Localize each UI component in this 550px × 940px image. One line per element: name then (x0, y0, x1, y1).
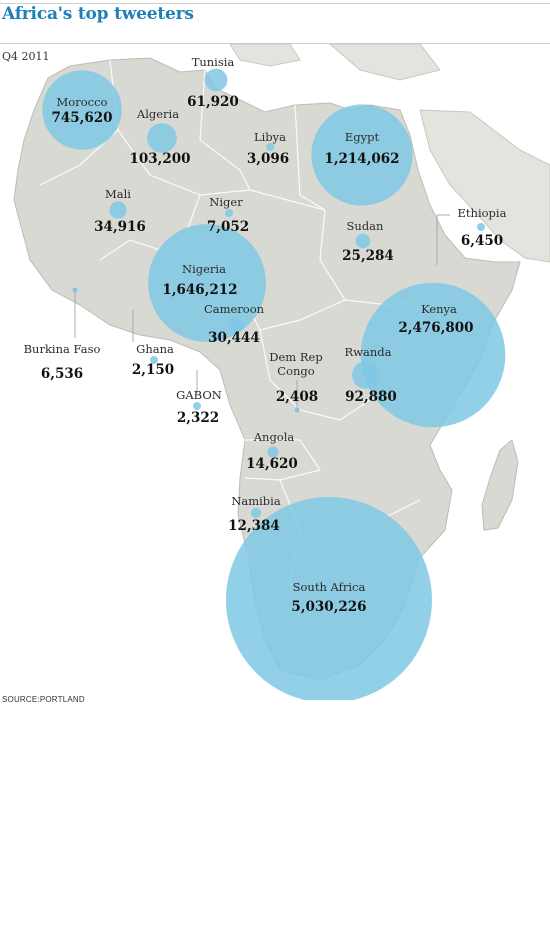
country-name-ghana: Ghana (136, 342, 174, 356)
bubble-ethiopia (477, 223, 485, 231)
bubble-cameroon (228, 317, 244, 333)
country-value-algeria: 103,200 (129, 151, 190, 167)
country-value-burkina-faso: 6,536 (41, 366, 83, 382)
bubble-tunisia (204, 68, 228, 92)
bubble-nigeria (148, 224, 266, 342)
country-name-tunisia: Tunisia (192, 55, 235, 69)
bubble-kenya (360, 282, 506, 428)
europe-east-landmass (328, 43, 441, 81)
bubble-south-africa (226, 497, 432, 700)
country-value-gabon: 2,322 (177, 410, 219, 426)
country-name-dem-rep-congo: Congo (277, 364, 314, 378)
country-value-niger: 7,052 (207, 219, 249, 235)
bubble-algeria (147, 123, 177, 153)
bubble-layer (42, 68, 506, 700)
country-name-south-africa: South Africa (293, 580, 366, 594)
country-value-dem-rep-congo: 2,408 (276, 389, 318, 405)
country-name-sudan: Sudan (347, 219, 385, 233)
country-name-mali: Mali (105, 187, 131, 201)
arabia-landmass (419, 109, 550, 263)
country-name-kenya: Kenya (421, 302, 457, 316)
country-value-morocco: 745,620 (51, 110, 112, 126)
bubble-niger (225, 209, 233, 217)
country-value-libya: 3,096 (247, 151, 289, 167)
country-name-burkina-faso: Burkina Faso (24, 342, 101, 356)
country-value-namibia: 12,384 (228, 518, 280, 534)
country-value-angola: 14,620 (246, 456, 298, 472)
country-value-ghana: 2,150 (132, 362, 174, 378)
country-value-rwanda: 92,880 (345, 389, 397, 405)
bubble-ghana (150, 356, 158, 364)
bubble-sudan (355, 233, 371, 249)
country-name-dem-rep-congo: Dem Rep (269, 350, 322, 364)
country-name-rwanda: Rwanda (345, 345, 392, 359)
country-name-libya: Libya (254, 130, 286, 144)
country-name-niger: Niger (209, 195, 243, 209)
country-name-nigeria: Nigeria (182, 262, 226, 276)
bubble-angola (267, 446, 279, 458)
country-name-cameroon: Cameroon (204, 302, 265, 316)
bubble-morocco (42, 70, 122, 150)
chart-subtitle: Q4 2011 (2, 50, 50, 63)
leader-lines (74, 214, 450, 410)
country-value-nigeria: 1,646,212 (162, 282, 237, 298)
country-name-ethiopia: Ethiopia (458, 206, 507, 220)
bubble-rwanda (352, 361, 380, 389)
country-name-gabon: GABON (176, 388, 222, 402)
bubble-burkina-faso (72, 287, 78, 293)
chart-title: Africa's top tweeters (2, 4, 194, 24)
country-value-egypt: 1,214,062 (324, 151, 399, 167)
bubble-egypt (311, 104, 413, 206)
bubble-mali (109, 201, 127, 219)
top-rule (0, 3, 550, 4)
source-note: SOURCE:PORTLAND (2, 695, 85, 704)
country-name-algeria: Algeria (136, 107, 179, 121)
country-value-cameroon: 30,444 (208, 330, 260, 346)
bubble-dem-rep-congo (294, 407, 300, 413)
country-value-tunisia: 61,920 (187, 94, 239, 110)
country-value-kenya: 2,476,800 (398, 320, 473, 336)
country-value-mali: 34,916 (94, 219, 146, 235)
country-name-egypt: Egypt (345, 130, 380, 144)
madagascar-landmass (481, 439, 519, 531)
country-value-ethiopia: 6,450 (461, 233, 503, 249)
bubble-namibia (250, 507, 262, 519)
bubble-libya (266, 143, 274, 151)
country-value-south-africa: 5,030,226 (291, 599, 366, 615)
country-value-sudan: 25,284 (342, 248, 394, 264)
country-name-morocco: Morocco (57, 95, 108, 109)
europe-landmass (229, 43, 301, 67)
country-name-namibia: Namibia (231, 494, 281, 508)
country-name-angola: Angola (253, 430, 295, 444)
bubble-gabon (193, 402, 201, 410)
